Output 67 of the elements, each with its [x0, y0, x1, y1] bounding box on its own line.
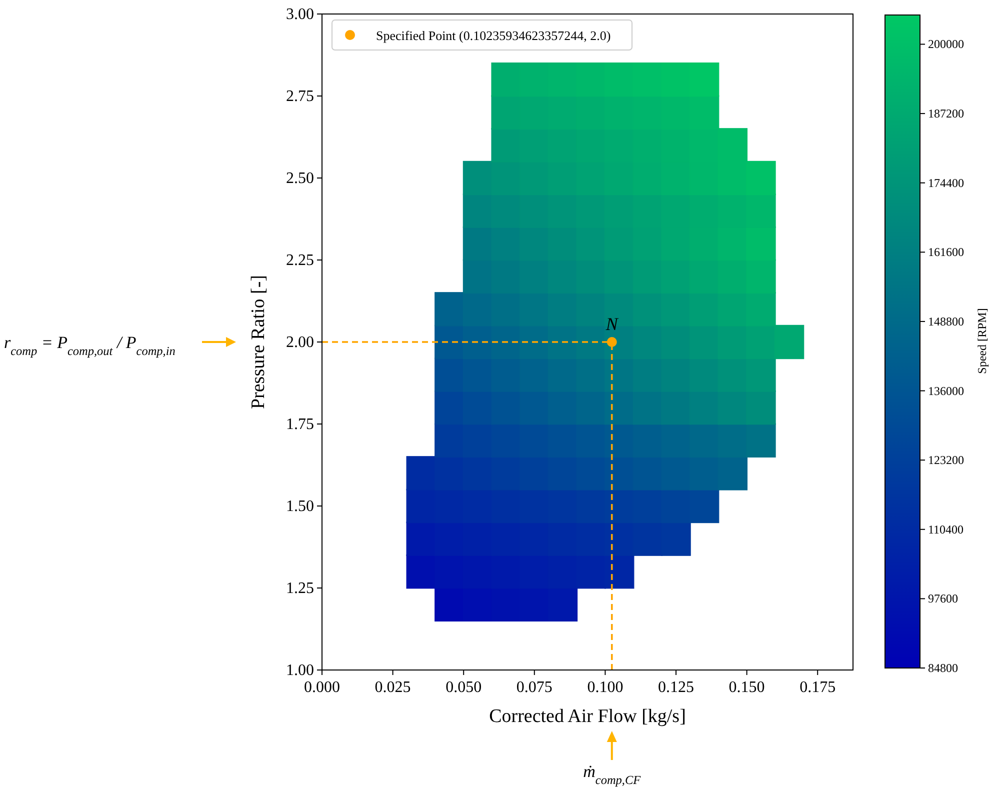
point [462, 390, 493, 425]
y-tick-label: 2.50 [286, 170, 314, 187]
point [606, 337, 617, 347]
point [689, 62, 720, 97]
x-tick-label: 0.100 [587, 679, 624, 696]
point [462, 488, 493, 524]
point [746, 160, 776, 196]
point [406, 456, 436, 490]
x-tick-label: 0.075 [516, 679, 552, 696]
y-axis-title: Pressure Ratio [-] [248, 274, 269, 410]
point [689, 488, 720, 524]
point [661, 522, 691, 556]
y-tick-label: 2.75 [286, 88, 314, 105]
point [434, 358, 464, 392]
point [576, 488, 606, 524]
y-tick-label: 3.00 [286, 6, 314, 23]
y-tick-label: 1.50 [286, 498, 314, 515]
point [462, 194, 493, 228]
point [434, 390, 464, 425]
x-tick-label: 0.150 [728, 679, 765, 696]
point [689, 423, 720, 458]
x-tick-label: 0.025 [374, 679, 411, 696]
annotation: N [604, 314, 619, 334]
point [689, 128, 720, 162]
point [462, 358, 493, 392]
color-bar-label: 110400 [928, 522, 964, 536]
point [491, 358, 521, 392]
point [434, 587, 464, 622]
y-tick-label: 2.00 [286, 334, 314, 351]
point [406, 554, 436, 589]
color-bar-label: 148800 [928, 314, 964, 328]
point [548, 488, 578, 524]
point [746, 423, 776, 458]
x-tick-label: 0.175 [800, 679, 836, 696]
point [491, 390, 521, 425]
y-tick-label: 1.75 [286, 416, 314, 433]
text: r$_{comp}$ = P$_{comp,out}$ / P$_{comp,in}$ [4, 333, 176, 358]
color-bar-label: 200000 [928, 37, 964, 52]
text: ṁ$_{comp,CF}$ [583, 762, 642, 787]
point [548, 587, 578, 622]
color-bar-label: 136000 [928, 384, 964, 398]
point [661, 62, 691, 97]
point [718, 423, 748, 458]
color-bar-label: 161600 [928, 245, 964, 260]
point [406, 488, 436, 524]
color-bar-title: Speed [RPM] [975, 308, 989, 374]
point [632, 488, 663, 524]
x-tick-label: 0.000 [304, 679, 340, 696]
y-tick-label: 1.00 [286, 662, 314, 679]
point [548, 522, 578, 556]
point [661, 488, 691, 524]
legend-label: Specified Point (0.10235934623357244, 2.0) [376, 28, 611, 43]
y-tick-label: 2.25 [286, 252, 314, 269]
point [462, 456, 493, 490]
color-bar-label: 84800 [928, 661, 958, 675]
x-axis-title: Corrected Air Flow [kg/s] [489, 706, 686, 727]
color-bar-label: 174400 [928, 176, 964, 190]
point [434, 488, 464, 524]
x-tick-label: 0.125 [658, 679, 694, 696]
point [520, 587, 550, 622]
color-bar-label: 97600 [928, 592, 958, 606]
color-bar-label: 123200 [928, 453, 964, 468]
point [434, 456, 464, 490]
x-tick-label: 0.050 [446, 679, 482, 696]
point [462, 587, 493, 622]
y-tick-label: 1.25 [286, 580, 314, 597]
color-bar-label: 187200 [928, 106, 964, 121]
